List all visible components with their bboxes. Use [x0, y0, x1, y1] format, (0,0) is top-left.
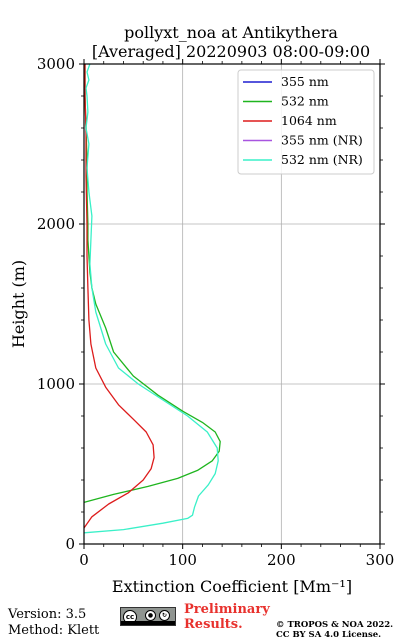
- chart-title-line1: pollyxt_noa at Antikythera: [124, 23, 338, 42]
- legend-box: [237, 69, 375, 175]
- x-tick-label: 100: [168, 551, 197, 569]
- y-tick-label: 1000: [37, 375, 75, 393]
- x-tick-label: 200: [267, 551, 296, 569]
- version-info: Version: 3.5 Method: Klett: [8, 607, 99, 639]
- x-tick-label: 0: [79, 551, 89, 569]
- cc-by-sa-badge-icon: cc ● ↻: [120, 607, 176, 626]
- preliminary-notice: Preliminary Results.: [184, 602, 270, 632]
- legend-label: 532 nm: [281, 94, 329, 109]
- legend-label: 532 nm (NR): [281, 152, 363, 167]
- series-line-2: [83, 64, 221, 504]
- x-axis-label: Extinction Coefficient [Mm⁻¹]: [112, 577, 352, 596]
- preliminary-line1: Preliminary: [184, 602, 270, 617]
- legend: 355 nm 532 nm 1064 nm 355 nm (NR) 532 nm (NR…: [237, 69, 375, 175]
- copyright-line1: © TROPOS & NOA 2022.: [276, 620, 394, 630]
- version-text: Version: 3.5: [8, 607, 87, 622]
- by-person-icon: ●: [145, 610, 156, 621]
- badge-strip: [121, 621, 175, 625]
- y-tick-label: 2000: [37, 215, 75, 233]
- chart-title-line2: [Averaged] 20220903 08:00-09:00: [92, 42, 370, 61]
- plot-frame: [83, 63, 381, 545]
- y-tick-label: 3000: [37, 55, 75, 73]
- preliminary-line2: Results.: [184, 617, 243, 632]
- y-axis-label: Height (m): [9, 260, 28, 348]
- y-tick-label: 0: [65, 535, 75, 553]
- legend-label: 355 nm (NR): [281, 133, 363, 148]
- copyright-notice: © TROPOS & NOA 2022. CC BY SA 4.0 Licens…: [276, 620, 393, 640]
- share-alike-icon: ↻: [159, 610, 170, 621]
- series-line-3: [83, 64, 155, 529]
- legend-label: 355 nm: [281, 74, 329, 89]
- chart-figure: pollyxt_noa at Antikythera [Averaged] 20…: [9, 23, 395, 596]
- method-text: Method: Klett: [8, 623, 100, 638]
- series-layer: [83, 63, 221, 534]
- x-tick-label: 300: [366, 551, 395, 569]
- series-line-5: [83, 63, 219, 534]
- copyright-line2: CC BY SA 4.0 License.: [276, 630, 382, 640]
- legend-label: 1064 nm: [281, 113, 337, 128]
